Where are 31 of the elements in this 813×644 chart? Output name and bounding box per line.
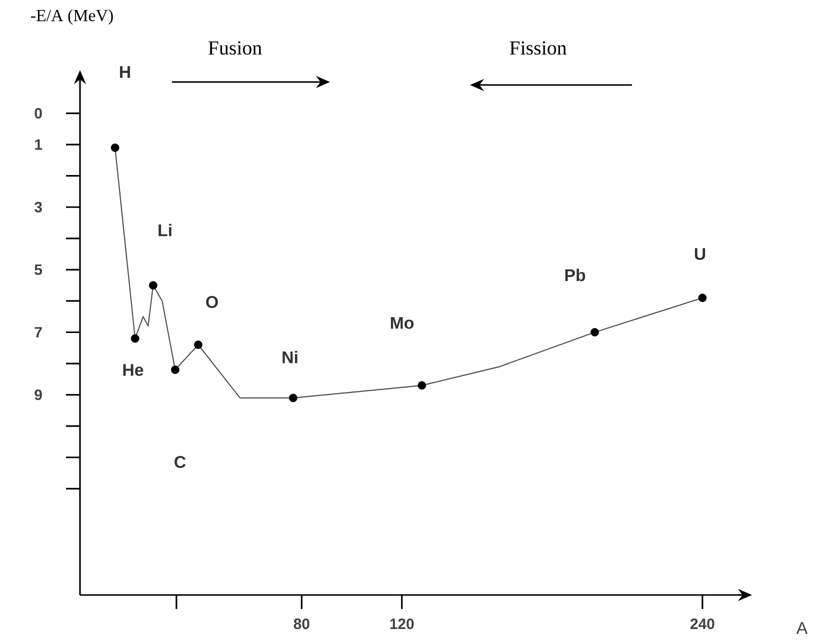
point <box>110 143 120 152</box>
annotation: Mo <box>390 317 414 329</box>
y-tick-label: 7 <box>34 327 42 338</box>
point <box>590 328 599 336</box>
y-tick-label: 1 <box>35 139 42 150</box>
point <box>130 334 140 343</box>
point <box>194 340 202 349</box>
annotation: O <box>206 296 218 308</box>
text: Fission <box>510 41 566 55</box>
x-tick-label: 80 <box>294 618 310 630</box>
x-tick-label: 120 <box>390 618 414 630</box>
annotation: C <box>174 456 186 468</box>
annotation: Li <box>158 224 172 236</box>
point <box>170 366 180 374</box>
annotation: U <box>694 248 706 260</box>
x-axis-title: A <box>796 622 808 634</box>
x-tick-label: 240 <box>690 618 714 630</box>
y-tick-label: 9 <box>34 390 42 400</box>
y-tick-label: 5 <box>34 264 42 275</box>
annotation: Ni <box>282 350 298 364</box>
annotation: He <box>123 364 144 376</box>
point <box>288 394 298 402</box>
y-tick-label: 0 <box>34 108 42 119</box>
point <box>698 294 707 302</box>
y-axis-title: -E/A (MeV) <box>31 9 113 25</box>
y-tick-label: 3 <box>34 202 42 212</box>
text: Fusion <box>208 41 262 55</box>
point <box>418 381 426 390</box>
annotation: Pb <box>565 268 586 282</box>
point <box>148 281 158 290</box>
text: H <box>120 66 130 78</box>
